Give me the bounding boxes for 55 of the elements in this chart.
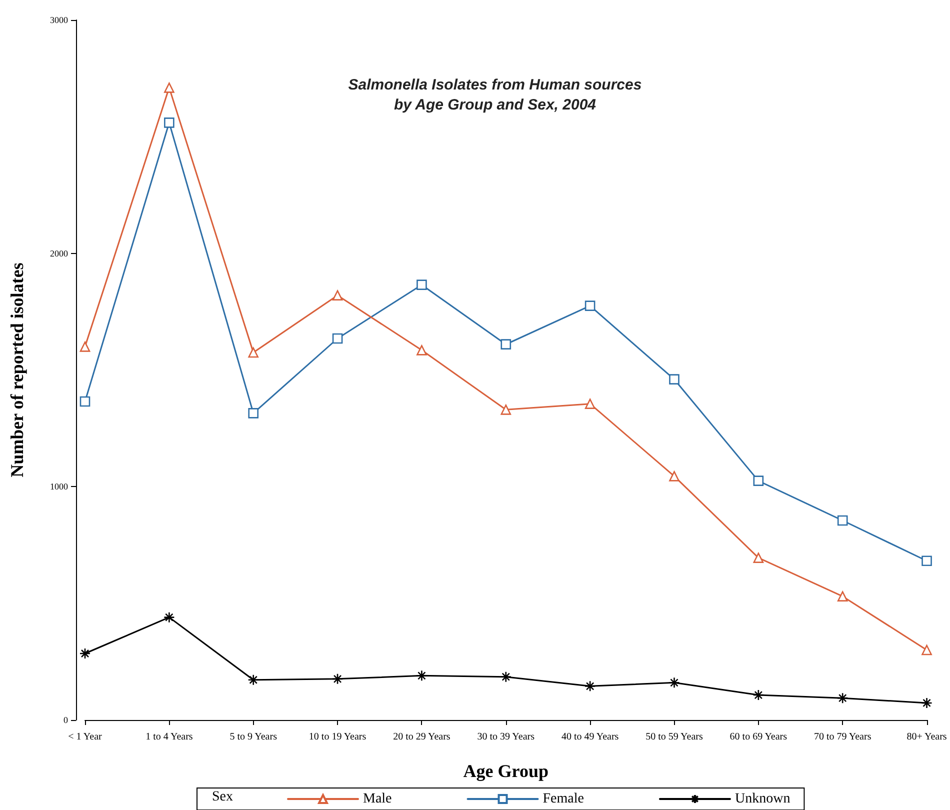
point (753, 476, 764, 486)
point (669, 374, 680, 384)
point (332, 673, 344, 685)
x-axis-title: Age Group (463, 761, 548, 781)
x-tick-label: 30 to 39 Years (477, 732, 535, 742)
point (752, 689, 764, 701)
x-tick-label: 40 to 49 Years (561, 732, 619, 742)
legend-label: Female (542, 792, 584, 806)
point (332, 290, 343, 300)
point (416, 280, 427, 290)
x-tick-label: 80+ Years (906, 732, 947, 742)
x-tick-label: 70 to 79 Years (814, 732, 872, 742)
x-tick-label: 20 to 29 Years (393, 732, 450, 742)
x-tick-label: < 1 Year (68, 732, 103, 742)
x-tick-label: 50 to 59 Years (646, 732, 703, 742)
point (500, 671, 512, 682)
point (753, 552, 764, 563)
point (584, 398, 596, 409)
point (837, 515, 848, 526)
point (248, 347, 259, 358)
point (164, 612, 175, 623)
x-tick-label: 5 to 9 Years (230, 732, 278, 742)
y-tick-label: 1000 (50, 482, 68, 492)
y-axis-title: Number of reported isolates (7, 262, 27, 478)
point (584, 680, 596, 692)
y-tick-label: 3000 (50, 15, 68, 25)
point (921, 697, 932, 709)
point (80, 342, 90, 352)
point (500, 404, 512, 415)
point (79, 648, 91, 660)
point (500, 339, 512, 350)
point (332, 333, 343, 344)
y-tick-label: 0 (64, 715, 68, 725)
legend-label: Unknown (734, 792, 790, 806)
point (416, 345, 427, 356)
legend-title: Sex (212, 790, 233, 804)
point (248, 408, 259, 418)
point (922, 556, 932, 566)
point (922, 644, 932, 656)
point (837, 591, 848, 602)
text: Salmonella Isolates from Human sources by Age Group and Sex, 2004 (348, 76, 642, 114)
x-tick-label: 10 to 19 Years (308, 732, 366, 742)
point (584, 300, 596, 311)
point (668, 677, 680, 688)
point (164, 118, 174, 128)
y-tick-label: 2000 (50, 248, 68, 258)
point (416, 670, 428, 682)
x-tick-label: 1 to 4 Years (146, 732, 193, 742)
point (80, 396, 90, 407)
point (836, 692, 848, 704)
point (248, 674, 260, 686)
x-tick-label: 60 to 69 Years (730, 732, 788, 742)
point (669, 471, 680, 482)
legend-label: Male (363, 792, 392, 806)
point (164, 82, 174, 93)
